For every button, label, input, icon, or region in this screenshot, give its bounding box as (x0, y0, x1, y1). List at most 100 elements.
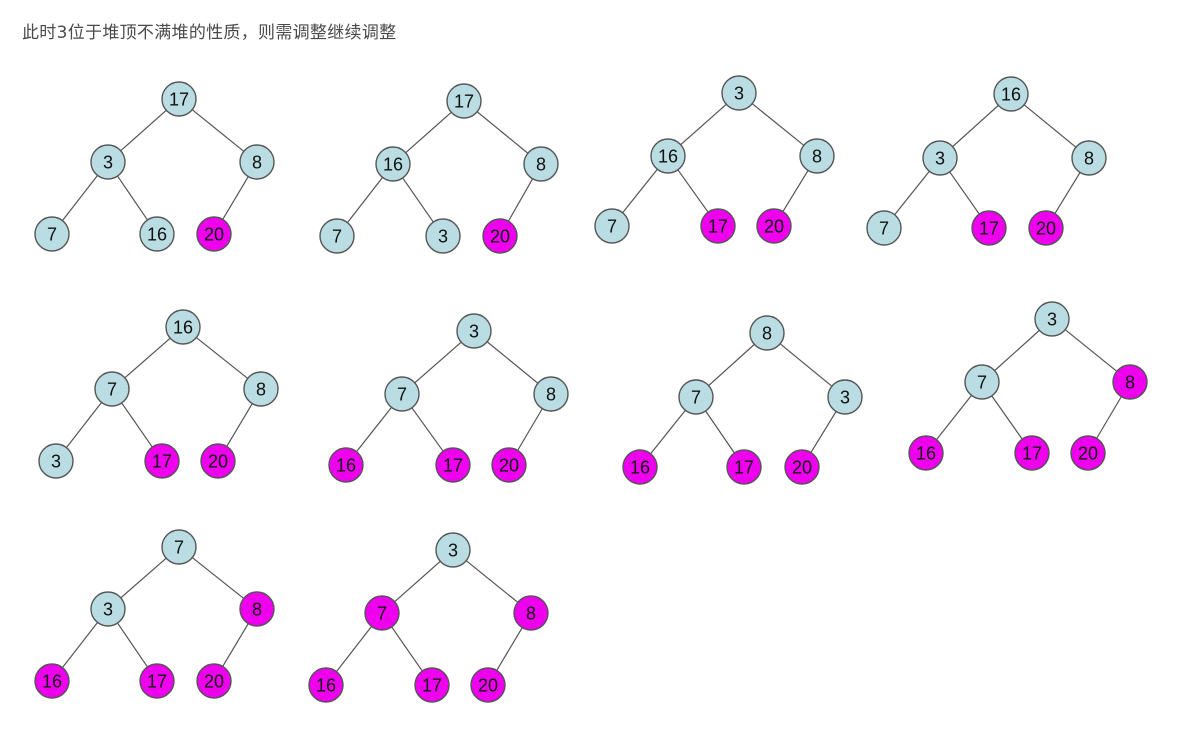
sorted-node (239, 591, 275, 627)
heap-node (523, 146, 559, 182)
node-label: 3 (840, 388, 850, 408)
node-label: 7 (977, 373, 987, 393)
tree-edge (402, 177, 434, 223)
node-label: 17 (169, 90, 189, 110)
node-label: 7 (174, 538, 184, 558)
tree-edge (1023, 104, 1077, 148)
sorted-node (308, 667, 344, 703)
sorted-node (139, 663, 175, 699)
sorted-node (784, 449, 820, 485)
sorted-node (756, 208, 792, 244)
tree-edge (61, 622, 99, 668)
node-label: 16 (336, 456, 356, 476)
heap-node (533, 376, 569, 412)
tree-edge (936, 394, 972, 441)
node-label: 20 (1078, 444, 1098, 464)
tree-edge (195, 337, 249, 379)
sorted-node (435, 447, 471, 483)
heap-node (165, 309, 201, 345)
node-label: 16 (916, 444, 936, 464)
node-label: 17 (734, 458, 754, 478)
tree-edge (517, 408, 543, 451)
sorted-node (364, 595, 400, 631)
node-label: 8 (812, 147, 822, 167)
node-label: 8 (252, 153, 262, 173)
heap-node (435, 532, 471, 568)
tree-edge (61, 175, 99, 221)
node-label: 8 (252, 600, 262, 620)
tree-edge (120, 557, 167, 599)
sorted-node (414, 667, 450, 703)
sorted-node (482, 218, 518, 254)
heap-node (993, 76, 1029, 112)
heap-node (678, 379, 714, 415)
node-label: 3 (438, 227, 448, 247)
node-label: 3 (734, 84, 744, 104)
node-label: 20 (208, 452, 228, 472)
node-label: 8 (1125, 373, 1135, 393)
node-label: 20 (204, 672, 224, 692)
heap-tree-7: 8 7 3 16 17 20 (622, 315, 863, 485)
heap-node (922, 140, 958, 176)
node-label: 17 (1022, 444, 1042, 464)
tree-edge (782, 170, 809, 212)
node-label: 7 (332, 227, 342, 247)
node-label: 16 (42, 672, 62, 692)
node-label: 7 (107, 380, 117, 400)
node-label: 7 (879, 219, 889, 239)
heap-node (749, 315, 785, 351)
node-label: 8 (536, 155, 546, 175)
sorted-node (196, 216, 232, 252)
heap-node (319, 218, 355, 254)
node-label: 8 (762, 324, 772, 344)
node-label: 20 (204, 225, 224, 245)
heap-node (799, 138, 835, 174)
node-label: 16 (630, 458, 650, 478)
heap-node (1071, 140, 1107, 176)
tree-edge (405, 111, 452, 154)
tree-edge (1064, 329, 1118, 372)
heap-node (650, 138, 686, 174)
heap-node (721, 75, 757, 111)
tree-edge (226, 403, 253, 447)
heap-node (384, 376, 420, 412)
tree-edge (121, 402, 153, 448)
tree-edge (335, 626, 373, 672)
heap-node (139, 216, 175, 252)
node-label: 16 (147, 225, 167, 245)
caption: 此时3位于堆顶不满堆的性质，则需调整继续调整 (22, 23, 397, 43)
node-label: 3 (103, 600, 113, 620)
tree-edge (507, 178, 534, 222)
node-label: 20 (490, 227, 510, 247)
tree-edge (708, 343, 755, 387)
sorted-node (726, 449, 762, 485)
tree-edge (117, 622, 148, 668)
tree-edge (705, 410, 735, 454)
node-label: 7 (397, 385, 407, 405)
tree-edge (1096, 396, 1122, 439)
heap-node (94, 371, 130, 407)
heap-node (827, 379, 863, 415)
tree-edge (124, 337, 171, 379)
heap-node (446, 83, 482, 119)
tree-edge (411, 407, 444, 452)
heap-tree-5: 16 7 8 3 17 20 (38, 309, 279, 479)
sorted-node (1028, 210, 1064, 246)
tree-edge (680, 103, 727, 146)
node-label: 3 (448, 541, 458, 561)
node-label: 8 (1084, 149, 1094, 169)
node-label: 7 (47, 225, 57, 245)
sorted-node (196, 663, 232, 699)
sorted-node (513, 595, 549, 631)
tree-edge (222, 176, 249, 220)
node-label: 17 (708, 217, 728, 237)
node-label: 20 (478, 676, 498, 696)
node-label: 7 (607, 217, 617, 237)
tree-edge (496, 627, 523, 671)
tree-edge (486, 341, 539, 384)
heap-node (161, 81, 197, 117)
heap-node (239, 144, 275, 180)
sorted-node (1014, 435, 1050, 471)
sorted-node (34, 663, 70, 699)
node-label: 16 (173, 318, 193, 338)
